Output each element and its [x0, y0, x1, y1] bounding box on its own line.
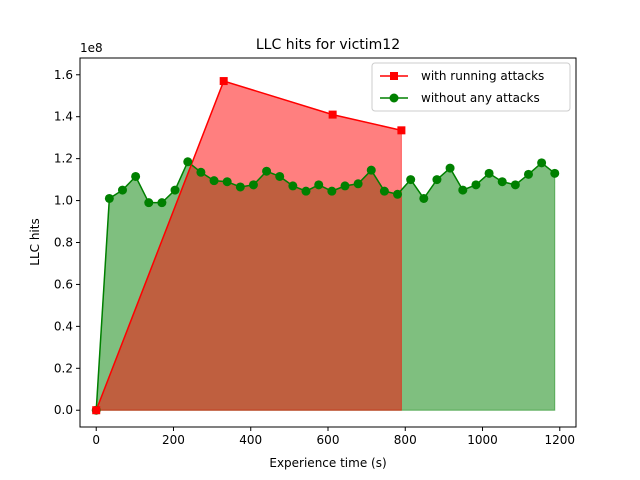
y-tick-label: 0.4 [54, 319, 73, 333]
x-axis-ticks: 0 200 400 600 800 1000 1200 [92, 427, 575, 447]
data-point [104, 193, 114, 203]
area-fills [95, 80, 556, 411]
data-point [327, 186, 337, 196]
x-tick-label: 0 [92, 433, 100, 447]
data-point [393, 189, 403, 199]
data-point [550, 168, 560, 178]
data-point [419, 193, 429, 203]
legend-marker-no-attacks [389, 93, 399, 103]
x-tick-label: 200 [162, 433, 185, 447]
data-point [314, 180, 324, 190]
y-tick-label: 0.8 [54, 236, 73, 250]
y-axis-label: LLC hits [28, 218, 42, 265]
data-point [92, 406, 101, 415]
data-point [445, 163, 455, 173]
data-point [196, 167, 206, 177]
data-point [458, 185, 468, 195]
data-point [328, 110, 337, 119]
data-point [510, 180, 520, 190]
data-point [183, 157, 193, 167]
data-point [235, 182, 245, 192]
data-point [340, 181, 350, 191]
y-tick-label: 0.2 [54, 361, 73, 375]
y-tick-label: 1.6 [54, 68, 73, 82]
data-point [397, 126, 406, 135]
data-point [144, 198, 154, 208]
y-tick-label: 1.4 [54, 110, 73, 124]
legend-label-no-attacks: without any attacks [421, 91, 540, 105]
legend-box [371, 62, 571, 112]
x-tick-label: 800 [394, 433, 417, 447]
data-point [301, 186, 311, 196]
y-tick-label: 1.2 [54, 152, 73, 166]
x-tick-label: 1000 [467, 433, 498, 447]
y-offset-label: 1e8 [80, 41, 103, 55]
series-line-0 [95, 80, 402, 411]
data-point [353, 179, 363, 189]
data-point [366, 165, 376, 175]
legend: with running attacks without any attacks [371, 62, 571, 112]
data-point [262, 166, 272, 176]
legend-marker-attacks [390, 72, 398, 80]
data-point [275, 171, 285, 181]
y-axis-ticks: 0.0 0.2 0.4 0.6 0.8 1.0 1.2 1.4 1.6 [54, 68, 80, 417]
series-markers [91, 77, 560, 415]
data-point [523, 169, 533, 179]
y-tick-label: 1.0 [54, 194, 73, 208]
x-tick-label: 600 [317, 433, 340, 447]
data-point [288, 181, 298, 191]
chart-title: LLC hits for victim12 [256, 37, 400, 53]
data-point [248, 180, 258, 190]
data-point [209, 176, 219, 186]
data-point [471, 180, 481, 190]
data-point [131, 171, 141, 181]
data-point [157, 198, 167, 208]
y-tick-label: 0.6 [54, 277, 73, 291]
data-point [117, 185, 127, 195]
data-point [484, 168, 494, 178]
data-point [432, 175, 442, 185]
plot-frame [79, 57, 577, 428]
data-point [497, 177, 507, 187]
legend-label-attacks: with running attacks [421, 69, 544, 83]
x-tick-label: 1200 [545, 433, 576, 447]
data-point [379, 186, 389, 196]
data-point [406, 175, 416, 185]
data-point [170, 185, 180, 195]
y-tick-label: 0.0 [54, 403, 73, 417]
x-tick-label: 400 [239, 433, 262, 447]
data-point [219, 77, 228, 86]
x-axis-label: Experience time (s) [269, 456, 386, 470]
data-point [222, 177, 232, 187]
data-point [537, 158, 547, 168]
